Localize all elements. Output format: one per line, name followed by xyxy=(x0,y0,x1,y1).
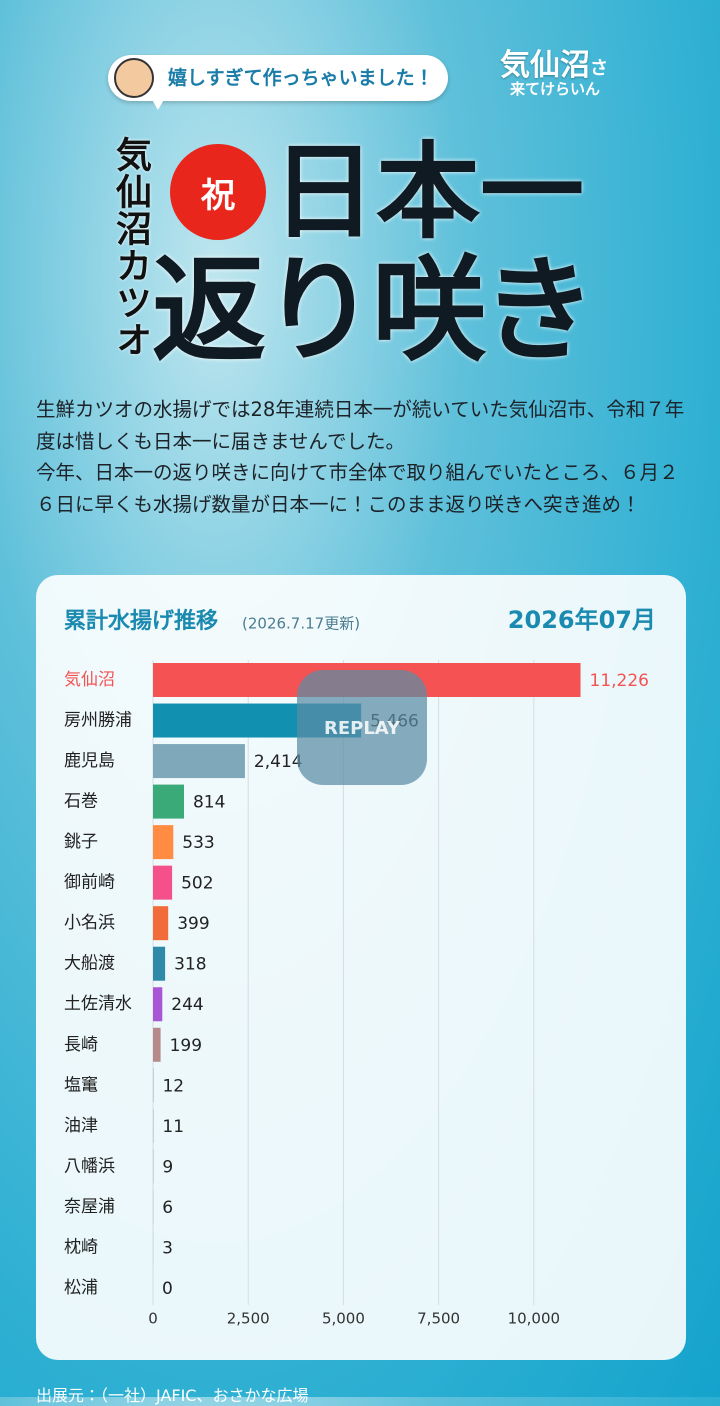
bar xyxy=(153,825,173,859)
y-tick-label: 房州勝浦 xyxy=(64,711,132,731)
x-tick-label: 0 xyxy=(148,1310,158,1328)
value-label: 9 xyxy=(162,1157,173,1177)
value-label: 12 xyxy=(162,1076,184,1096)
value-label: 199 xyxy=(170,1036,202,1056)
value-label: 3 xyxy=(162,1238,173,1258)
chart-subtitle: (2026.7.17更新) xyxy=(242,615,360,633)
y-tick-label: 油津 xyxy=(64,1116,98,1136)
bar xyxy=(153,785,184,819)
y-tick-label: 御前崎 xyxy=(64,873,115,893)
y-tick-label: 八幡浜 xyxy=(64,1156,115,1176)
value-label: 399 xyxy=(177,914,209,934)
y-tick-label: 銚子 xyxy=(64,832,98,852)
value-label: 0 xyxy=(162,1279,173,1299)
bar xyxy=(153,987,162,1021)
y-tick-label: 石巻 xyxy=(64,792,98,812)
bar xyxy=(153,866,172,900)
y-tick-label: 塩竃 xyxy=(64,1075,98,1095)
y-tick-label: 枕崎 xyxy=(64,1237,98,1257)
chart-title: 累計水揚げ推移 xyxy=(64,608,218,634)
y-tick-label: 気仙沼 xyxy=(64,670,115,690)
y-tick-label: 長崎 xyxy=(64,1035,98,1055)
value-label: 244 xyxy=(171,995,203,1015)
footer: 出展元：（一社）JAFIC、おさかな広場 xyxy=(36,1382,308,1406)
y-tick-label: 土佐清水 xyxy=(64,994,132,1014)
y-tick-label: 小名浜 xyxy=(64,913,115,933)
value-label: 6 xyxy=(162,1198,173,1218)
chart-period: 2026年07月 xyxy=(508,606,656,634)
value-label: 318 xyxy=(174,955,206,975)
x-tick-label: 2,500 xyxy=(227,1310,270,1328)
bar xyxy=(153,906,168,940)
bar xyxy=(153,947,165,981)
bar xyxy=(153,1028,161,1062)
x-tick-label: 10,000 xyxy=(508,1310,561,1328)
y-tick-label: 奈屋浦 xyxy=(64,1197,115,1217)
bar xyxy=(153,744,245,778)
value-label: 11 xyxy=(162,1117,184,1137)
value-label: 2,414 xyxy=(254,752,303,772)
x-tick-label: 5,000 xyxy=(322,1310,365,1328)
y-tick-label: 鹿児島 xyxy=(64,751,115,771)
y-tick-label: 大船渡 xyxy=(64,954,115,974)
value-label: 502 xyxy=(181,874,213,894)
value-label: 11,226 xyxy=(590,671,649,691)
value-label: 814 xyxy=(193,793,225,813)
x-tick-label: 7,500 xyxy=(417,1310,460,1328)
y-tick-label: 松浦 xyxy=(64,1278,98,1298)
replay-label[interactable]: REPLAY xyxy=(324,718,401,739)
value-label: 533 xyxy=(182,833,214,853)
